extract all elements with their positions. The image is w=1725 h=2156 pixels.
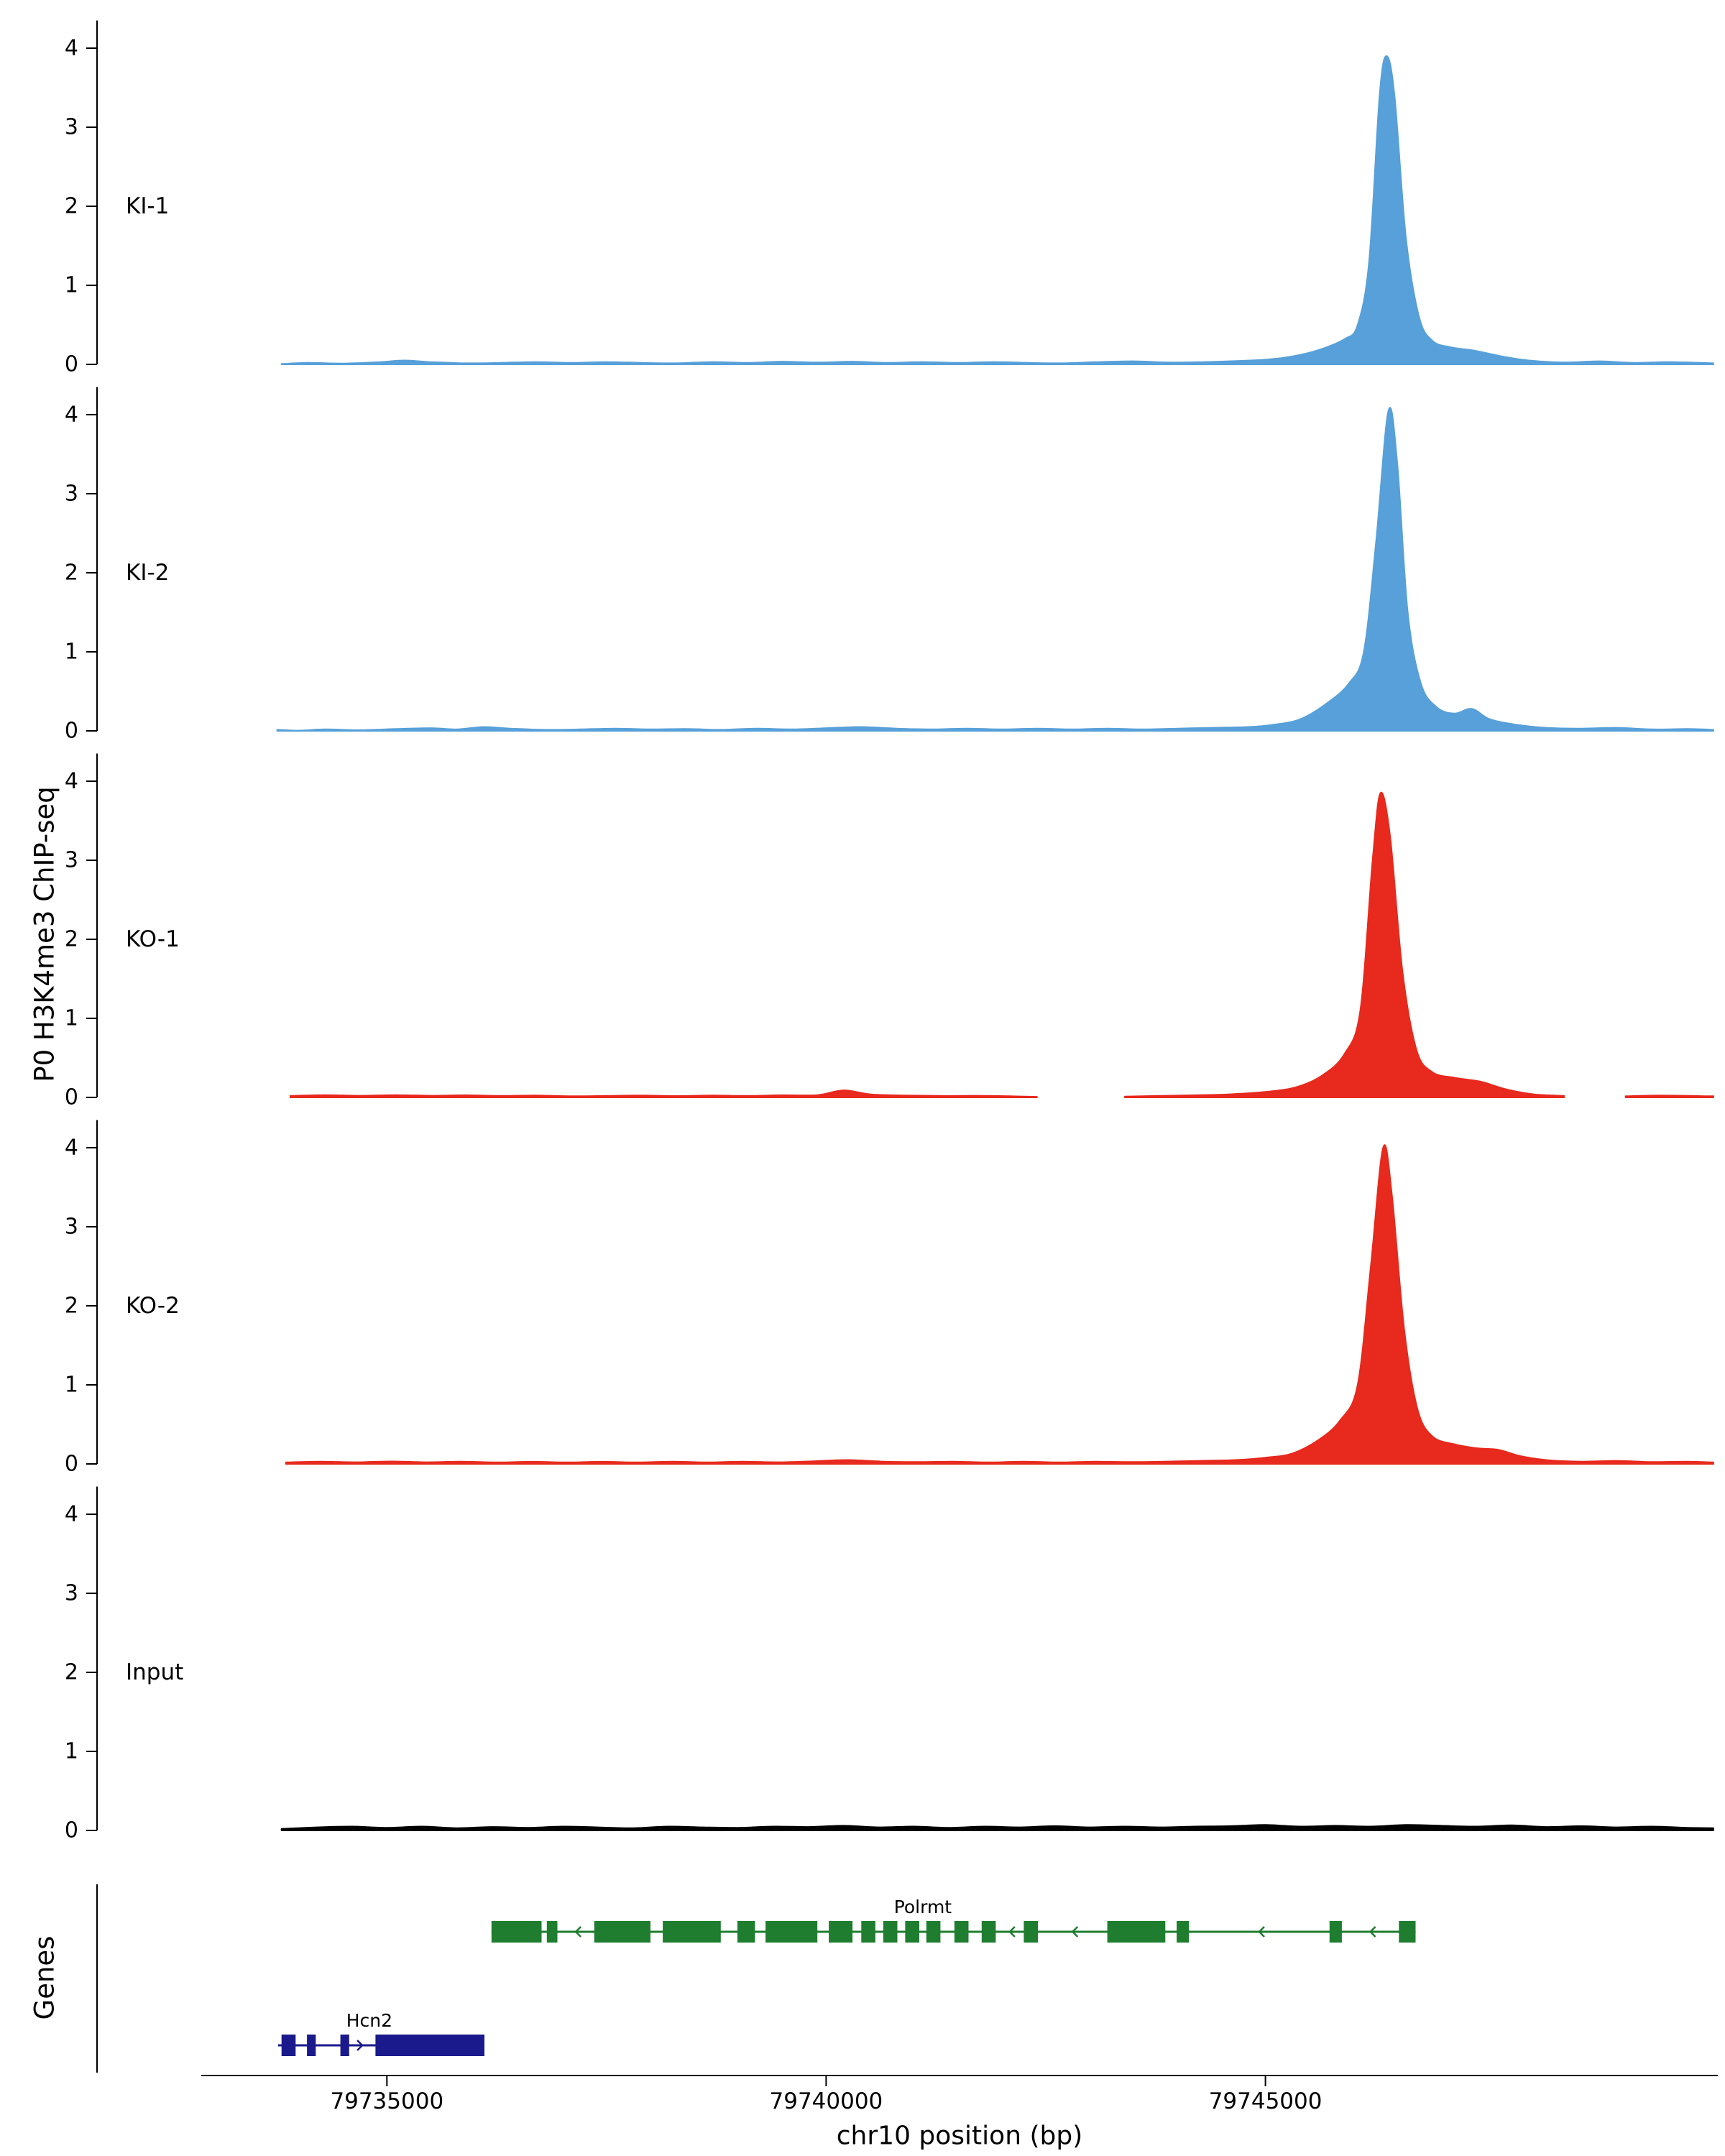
exon-box [765, 1921, 818, 1943]
exon-box [905, 1921, 919, 1943]
track-label: KO-1 [126, 926, 180, 952]
gene-label: Hcn2 [346, 2010, 392, 2031]
x-tick-label: 79735000 [330, 2088, 443, 2114]
exon-box [491, 1921, 542, 1943]
y-tick-label: 0 [65, 1085, 78, 1110]
y-tick-label: 2 [65, 561, 78, 586]
strand-arrow-icon [1368, 1926, 1376, 1938]
track-Input: 0 1 2 3 4 Input [65, 1486, 1714, 1843]
y-tick-label: 2 [65, 1660, 78, 1685]
y-tick-label: 3 [65, 115, 78, 140]
exon-box [954, 1921, 969, 1943]
exon-box [1107, 1921, 1166, 1943]
exon-box [1177, 1921, 1190, 1943]
signal-area-Input [280, 1824, 1714, 1831]
y-axis-title: P0 H3K4me3 ChIP-seq [29, 786, 60, 1082]
gene-Polrmt: Polrmt [491, 1897, 1416, 1943]
exon-box [546, 1921, 558, 1943]
exon-box [281, 2035, 296, 2056]
track-KI-2: 0 1 2 3 4 KI-2 [65, 387, 1714, 744]
y-tick-label: 2 [65, 927, 78, 952]
y-tick-label: 0 [65, 1452, 78, 1477]
y-tick-label: 0 [65, 352, 78, 377]
strand-arrow-icon [1258, 1926, 1265, 1938]
x-tick-label: 79740000 [770, 2088, 883, 2114]
y-tick-label: 1 [65, 1373, 78, 1398]
exon-box [307, 2035, 316, 2056]
track-KO-2: 0 1 2 3 4 KO-2 [65, 1120, 1714, 1477]
exon-box [737, 1921, 755, 1943]
signal-area-KO-1 [289, 1089, 1038, 1098]
track-label: KI-1 [126, 193, 169, 219]
y-tick-label: 1 [65, 640, 78, 665]
signal-area-KI-1 [280, 55, 1714, 365]
x-axis-title: chr10 position (bp) [836, 2121, 1083, 2151]
gene-Hcn2: Hcn2 [277, 2010, 484, 2056]
strand-arrow-icon [1008, 1926, 1016, 1938]
exon-box [861, 1921, 875, 1943]
signal-area-KI-2 [276, 407, 1714, 732]
signal-area-KO-1 [1124, 791, 1565, 1098]
y-tick-label: 1 [65, 1006, 78, 1031]
track-label: Input [126, 1659, 183, 1685]
y-tick-label: 3 [65, 1581, 78, 1606]
exon-box [981, 1921, 996, 1943]
strand-arrow-icon [356, 2040, 364, 2051]
exon-box [1329, 1921, 1342, 1943]
exon-box [340, 2035, 349, 2056]
exon-box [594, 1921, 650, 1943]
track-label: KI-2 [126, 560, 169, 586]
y-tick-label: 3 [65, 848, 78, 873]
exon-box [829, 1921, 853, 1943]
signal-area-KO-2 [285, 1144, 1714, 1465]
signal-area-KO-1 [1624, 1095, 1714, 1098]
y-tick-label: 4 [65, 1502, 78, 1527]
y-tick-label: 1 [65, 273, 78, 298]
y-tick-label: 3 [65, 1215, 78, 1240]
y-tick-label: 1 [65, 1739, 78, 1764]
exon-box [1399, 1921, 1416, 1943]
y-tick-label: 4 [65, 769, 78, 794]
y-tick-label: 0 [65, 719, 78, 744]
exon-box [926, 1921, 941, 1943]
track-label: KO-2 [126, 1293, 180, 1319]
track-KO-1: 0 1 2 3 4 KO-1 [65, 753, 1714, 1110]
track-KI-1: 0 1 2 3 4 KI-1 [65, 20, 1714, 377]
x-tick-label: 79745000 [1209, 2088, 1322, 2114]
y-tick-label: 0 [65, 1818, 78, 1843]
exon-box [663, 1921, 721, 1943]
y-tick-label: 4 [65, 1135, 78, 1161]
exon-box [375, 2035, 484, 2056]
strand-arrow-icon [574, 1926, 581, 1938]
genes-axis-title: Genes [29, 1935, 60, 2020]
exon-box [883, 1921, 898, 1943]
exon-box [1024, 1921, 1038, 1943]
y-tick-label: 2 [65, 1294, 78, 1319]
y-tick-label: 2 [65, 194, 78, 219]
gene-label: Polrmt [894, 1897, 952, 1917]
y-tick-label: 4 [65, 36, 78, 61]
y-tick-label: 4 [65, 402, 78, 428]
strand-arrow-icon [1071, 1926, 1079, 1938]
y-tick-label: 3 [65, 482, 78, 507]
